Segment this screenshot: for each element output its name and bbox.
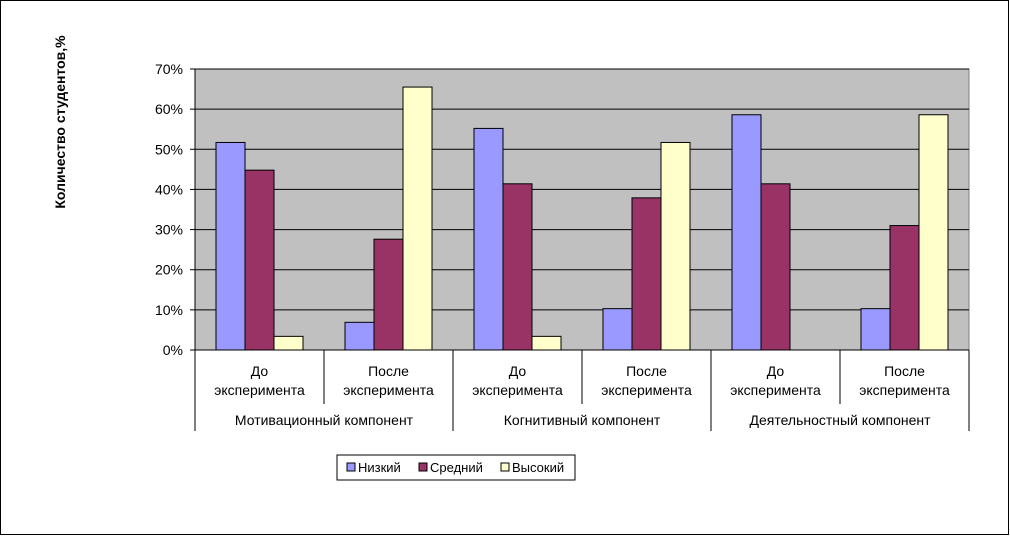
bar <box>631 197 662 351</box>
gridlines <box>195 68 969 311</box>
legend-swatch <box>418 462 428 472</box>
bar <box>531 335 562 351</box>
bar <box>860 308 891 351</box>
legend-swatch <box>346 462 356 472</box>
bar <box>889 225 920 351</box>
bar <box>344 321 375 351</box>
x-group-label: Деятельностный компонент <box>749 412 931 428</box>
legend-swatch <box>500 462 510 472</box>
bar <box>215 141 246 351</box>
bar <box>473 127 504 351</box>
x-tick-label: До <box>509 363 527 379</box>
bar <box>731 114 762 351</box>
x-tick-label: После <box>626 363 667 379</box>
x-tick-label: эксперимента <box>859 382 950 398</box>
bar <box>918 114 949 351</box>
y-tick-label: 50% <box>155 141 183 157</box>
y-tick-label: 10% <box>155 302 183 318</box>
bar <box>373 238 404 351</box>
y-tick-label: 40% <box>155 181 183 197</box>
legend-label: Высокий <box>512 460 564 475</box>
bar <box>402 86 433 351</box>
x-tick-label: До <box>767 363 785 379</box>
bar <box>660 141 691 351</box>
x-tick-label: После <box>884 363 925 379</box>
y-axis: 0% 10% 20% 30% 40% 50% 60% 70% <box>155 61 196 358</box>
y-tick-label: 20% <box>155 262 183 278</box>
x-tick-label: До <box>251 363 269 379</box>
bar <box>760 183 791 351</box>
bar <box>244 169 275 351</box>
x-group-label: Мотивационный компонент <box>235 412 414 428</box>
x-tick-label: эксперимента <box>601 382 692 398</box>
y-tick-label: 70% <box>155 61 183 77</box>
x-tick-label: После <box>368 363 409 379</box>
legend-label: Низкий <box>358 460 401 475</box>
x-tick-label: эксперимента <box>343 382 434 398</box>
legend-box <box>336 454 576 481</box>
y-axis-label: Количество студентов,% <box>52 35 68 209</box>
bar <box>602 308 633 351</box>
bar <box>273 335 304 351</box>
x-tick-label: эксперимента <box>214 382 305 398</box>
y-tick-label: 0% <box>163 342 183 358</box>
x-group-label: Когнитивный компонент <box>504 412 661 428</box>
x-tick-label: эксперимента <box>472 382 563 398</box>
legend-label: Средний <box>430 460 483 475</box>
bars <box>215 86 949 351</box>
legend: Низкий Средний Высокий <box>336 454 576 481</box>
plot-area <box>194 68 970 351</box>
bar <box>502 183 533 351</box>
y-tick-label: 30% <box>155 222 183 238</box>
y-tick-label: 60% <box>155 101 183 117</box>
x-axis: До эксперимента После эксперимента До экспери… <box>194 349 970 431</box>
x-tick-label: эксперимента <box>730 382 821 398</box>
